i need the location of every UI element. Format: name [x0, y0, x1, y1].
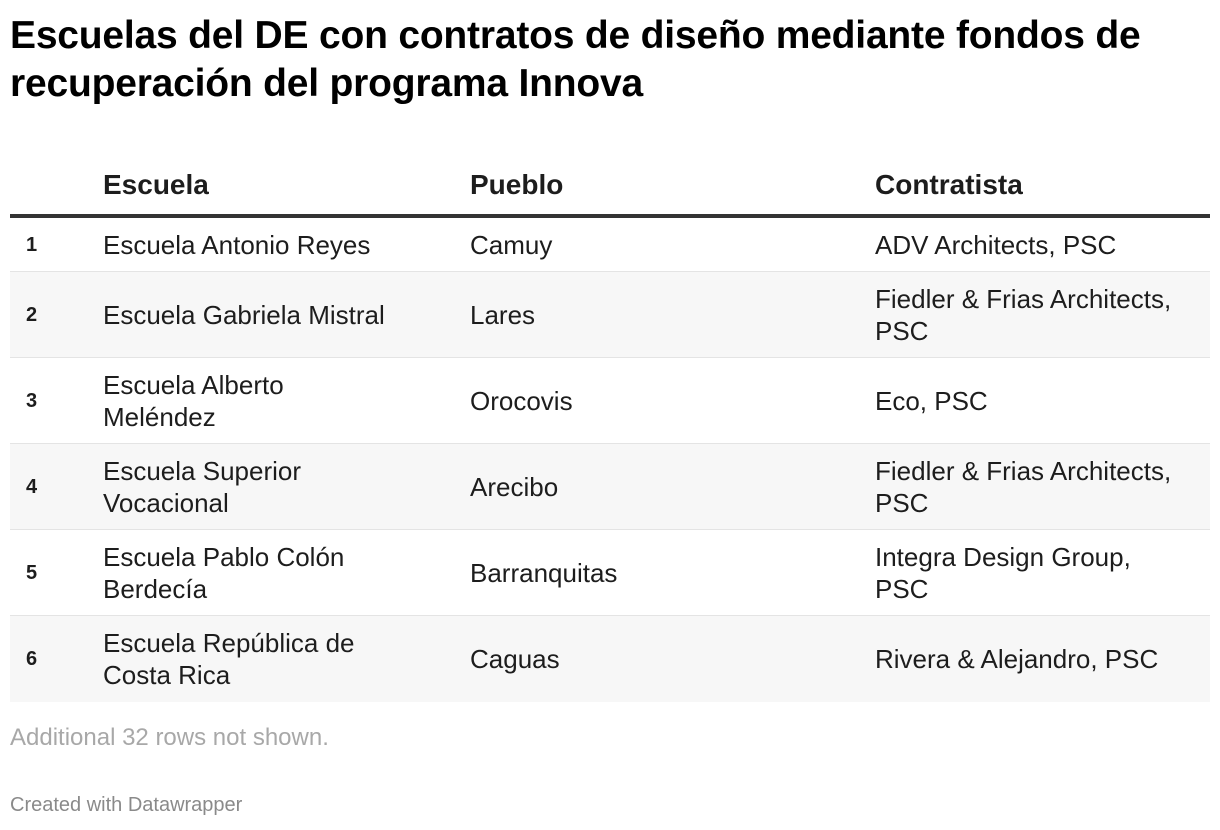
column-header-pueblo[interactable]: Pueblo [470, 169, 564, 200]
cell-pueblo: Camuy [470, 229, 553, 260]
cell-escuela: Escuela República de Costa Rica [103, 628, 355, 690]
row-index: 1 [26, 233, 38, 256]
rows-not-shown-note: Additional 32 rows not shown. [10, 724, 329, 751]
table-row: 4 Escuela Superior Vocacional Arecibo Fi… [10, 444, 1210, 530]
cell-escuela: Escuela Gabriela Mistral [103, 299, 385, 330]
schools-table: Escuela Pueblo Contratista 1 Escuela Ant… [10, 150, 1210, 702]
cell-escuela: Escuela Pablo Colón Berdecía [103, 541, 345, 604]
column-header-escuela[interactable]: Escuela [103, 169, 209, 200]
row-index: 2 [26, 303, 38, 326]
cell-contratista: Fiedler & Frias Architects, PSC [875, 455, 1172, 518]
cell-escuela: Escuela Antonio Reyes [103, 229, 371, 260]
cell-contratista: ADV Architects, PSC [875, 229, 1117, 260]
table-row: 3 Escuela Alberto Meléndez Orocovis Eco,… [10, 358, 1210, 444]
row-index: 6 [26, 648, 38, 670]
cell-pueblo: Barranquitas [470, 557, 618, 588]
table-row: 5 Escuela Pablo Colón Berdecía Barranqui… [10, 530, 1210, 616]
cell-escuela: Escuela Superior Vocacional [103, 455, 301, 518]
column-header-contratista[interactable]: Contratista [875, 169, 1023, 200]
table-row: 6 Escuela República de Costa Rica Caguas… [10, 616, 1210, 702]
table-header: Escuela Pueblo Contratista [10, 150, 1210, 218]
row-index: 5 [26, 561, 38, 584]
cell-pueblo: Lares [470, 299, 536, 330]
table-row: 1 Escuela Antonio Reyes Camuy ADV Archit… [10, 218, 1210, 272]
cell-pueblo: Orocovis [470, 385, 573, 416]
datawrapper-credit[interactable]: Created with Datawrapper [10, 794, 243, 816]
cell-pueblo: Arecibo [470, 471, 559, 502]
row-index: 3 [26, 389, 38, 412]
cell-contratista: Fiedler & Frias Architects, PSC [875, 283, 1172, 346]
cell-contratista: Eco, PSC [875, 385, 988, 416]
row-index: 4 [26, 475, 38, 498]
page-title: Escuelas del DE con contratos de diseño … [10, 14, 1141, 105]
cell-pueblo: Caguas [470, 644, 560, 674]
table-row: 2 Escuela Gabriela Mistral Lares Fiedler… [10, 272, 1210, 358]
cell-escuela: Escuela Alberto Meléndez [103, 369, 284, 432]
cell-contratista: Integra Design Group, PSC [875, 541, 1131, 604]
cell-contratista: Rivera & Alejandro, PSC [875, 644, 1159, 674]
